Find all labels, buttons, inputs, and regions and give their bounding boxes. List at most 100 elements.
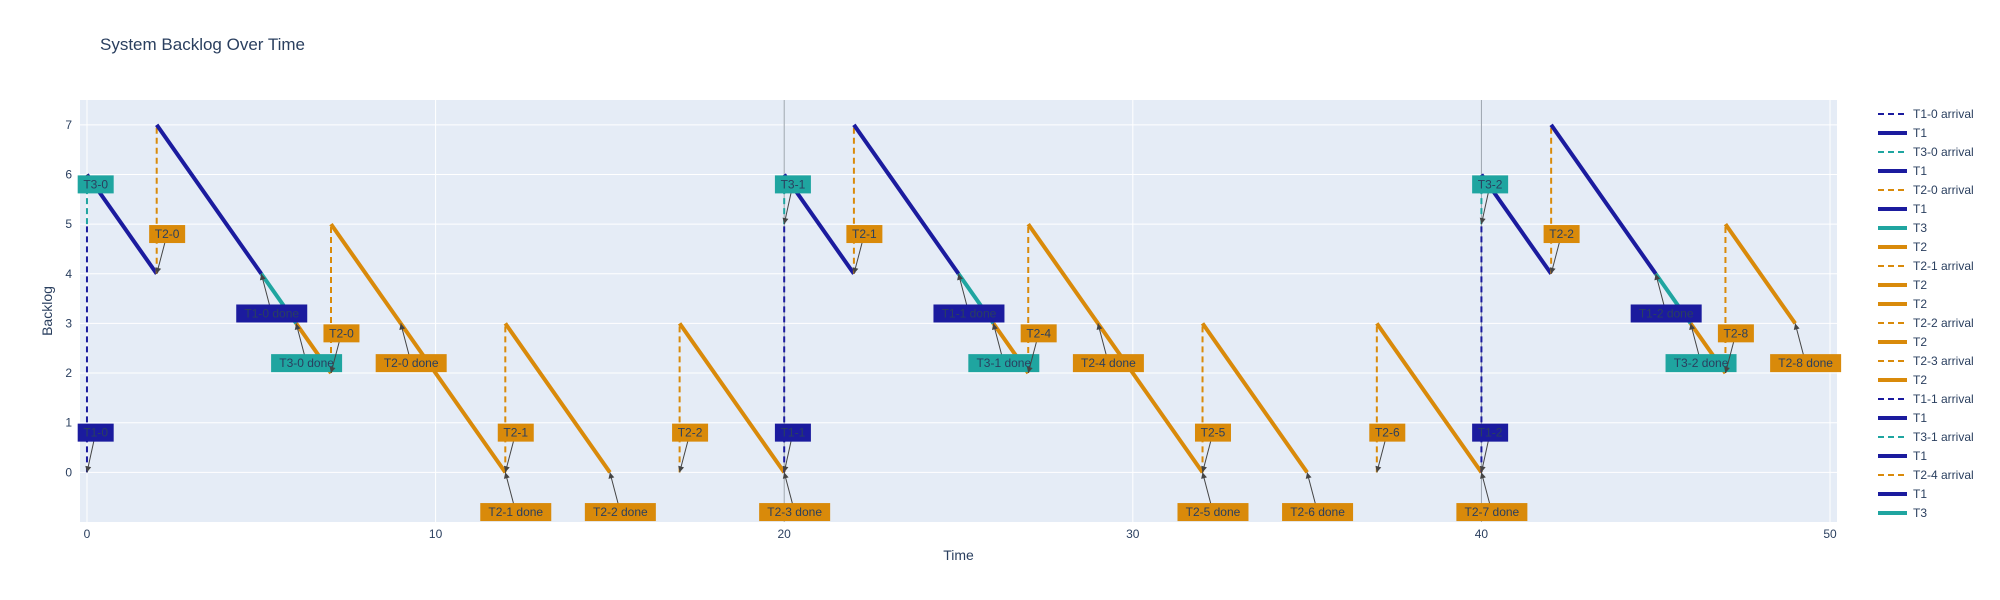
annotation-box [1665,354,1737,373]
annotation-box [236,304,308,323]
annotation-arrowhead [1689,323,1696,330]
annotation-box [375,354,447,373]
series-line-t2 [677,322,786,474]
x-tick-label: 40 [1475,527,1489,541]
annotation-label: T2-1 [852,227,877,241]
annotation-label: T2-5 [1201,426,1226,440]
annotation-label: T2-7 done [1465,505,1520,519]
legend-item: T1 [1913,411,1927,425]
legend-item: T1-1 arrival [1913,392,1974,406]
annotation-box [1630,304,1702,323]
x-tick-label: 20 [778,527,792,541]
y-tick-label: 5 [65,217,72,231]
annotation-box [1177,503,1249,522]
annotation-label: T1-2 [1478,426,1503,440]
legend-item: T2 [1913,297,1927,311]
annotation-box [323,324,360,343]
legend-item: T2-3 arrival [1913,354,1974,368]
annotation-label: T1-2 done [1639,306,1694,320]
legend-item: T2-0 arrival [1913,183,1974,197]
annotation-label: T2-8 done [1778,356,1833,370]
annotation-box [774,423,811,442]
annotation-box [1472,423,1509,442]
legend-item: T2 [1913,373,1927,387]
annotation-label: T3-2 done [1674,356,1729,370]
annotation-arrowhead [155,267,162,274]
legend-item: T2 [1913,278,1927,292]
series-line-t2 [1096,322,1205,474]
annotation-box [1282,503,1354,522]
axis-ticks: 0 1 2 3 4 5 6 7 0 10 20 30 40 50 [65,118,1837,541]
annotation-label: T2-6 [1375,426,1400,440]
series-line-t2 [1723,222,1797,325]
series-line-t2 [399,322,507,474]
annotation-arrowhead [1793,323,1800,330]
annotation-arrowhead [1375,465,1382,473]
x-axis-title: Time [943,547,974,563]
annotation-arrowhead [1305,472,1312,479]
legend-item: T2 [1913,335,1927,349]
annotation-box [497,423,534,442]
legend-item: T1 [1913,126,1927,140]
annotation-label: T2-8 [1724,326,1749,340]
annotation-box [933,304,1005,323]
annotation-arrowhead [1201,465,1207,473]
y-tick-label: 7 [65,118,72,132]
annotation-arrowhead [957,273,963,281]
annotation-label: T1-0 done [244,306,299,320]
legend-item: T3 [1913,506,1927,520]
annotation-box [1456,503,1528,522]
annotation-arrowhead [294,323,301,330]
series-line-t1 [155,123,263,275]
annotation-arrowhead [1549,267,1556,274]
series-line-t2 [1200,322,1309,474]
y-tick-label: 3 [65,316,72,330]
annotation-arrowhead [503,465,510,473]
annotation-arrowhead [259,273,266,281]
annotation-box [77,423,114,442]
annotation-label: T3-1 [781,177,806,191]
series-line-t2 [1026,222,1100,325]
annotation-arrowhead [1479,217,1486,225]
series-line-t1 [852,123,961,275]
annotation-arrowhead [503,472,510,479]
annotation-arrowhead [1480,472,1486,479]
annotation-label: T1-1 [781,426,806,440]
legend-item: T2-4 arrival [1913,468,1974,482]
chart-title: System Backlog Over Time [100,35,305,54]
annotation-label: T2-3 done [767,505,822,519]
legend-item: T1-0 arrival [1913,107,1974,121]
annotation-box [1472,175,1509,194]
annotation-label: T1-0 [83,426,108,440]
legend-item: T1 [1913,487,1927,501]
series-line-t1 [1549,123,1658,275]
annotation-arrowhead [1201,472,1207,479]
annotation-arrowhead [782,465,789,473]
annotation-arrowhead [782,217,789,225]
annotation-label: T2-4 done [1081,356,1136,370]
annotation-arrowhead [1026,366,1033,374]
annotation-label: T2-0 done [384,356,439,370]
annotation-box [149,225,186,244]
legend-item: T2-1 arrival [1913,259,1974,273]
annotation-box [1770,354,1842,373]
annotation-label: T2-2 [678,426,703,440]
y-axis-title: Backlog [39,286,55,336]
x-tick-label: 0 [84,527,91,541]
annotation-arrowhead [399,323,406,330]
annotation-label: T2-5 done [1186,505,1241,519]
x-tick-label: 10 [429,527,443,541]
annotation-label: T3-0 [83,177,108,191]
series-layer [85,123,1797,474]
y-tick-label: 6 [65,167,72,181]
annotation-arrowhead [1654,273,1661,281]
series-line-t2 [329,222,403,325]
legend-item: T3-0 arrival [1913,145,1974,159]
legend[interactable]: T1-0 arrival T1 T3-0 arrival T1 T2-0 arrival… [1878,107,1974,520]
annotation-arrowhead [1096,323,1103,330]
annotation-box [480,503,552,522]
annotation-arrowhead [991,323,998,330]
annotation-box [1020,324,1057,343]
annotation-arrowhead [1479,465,1486,473]
